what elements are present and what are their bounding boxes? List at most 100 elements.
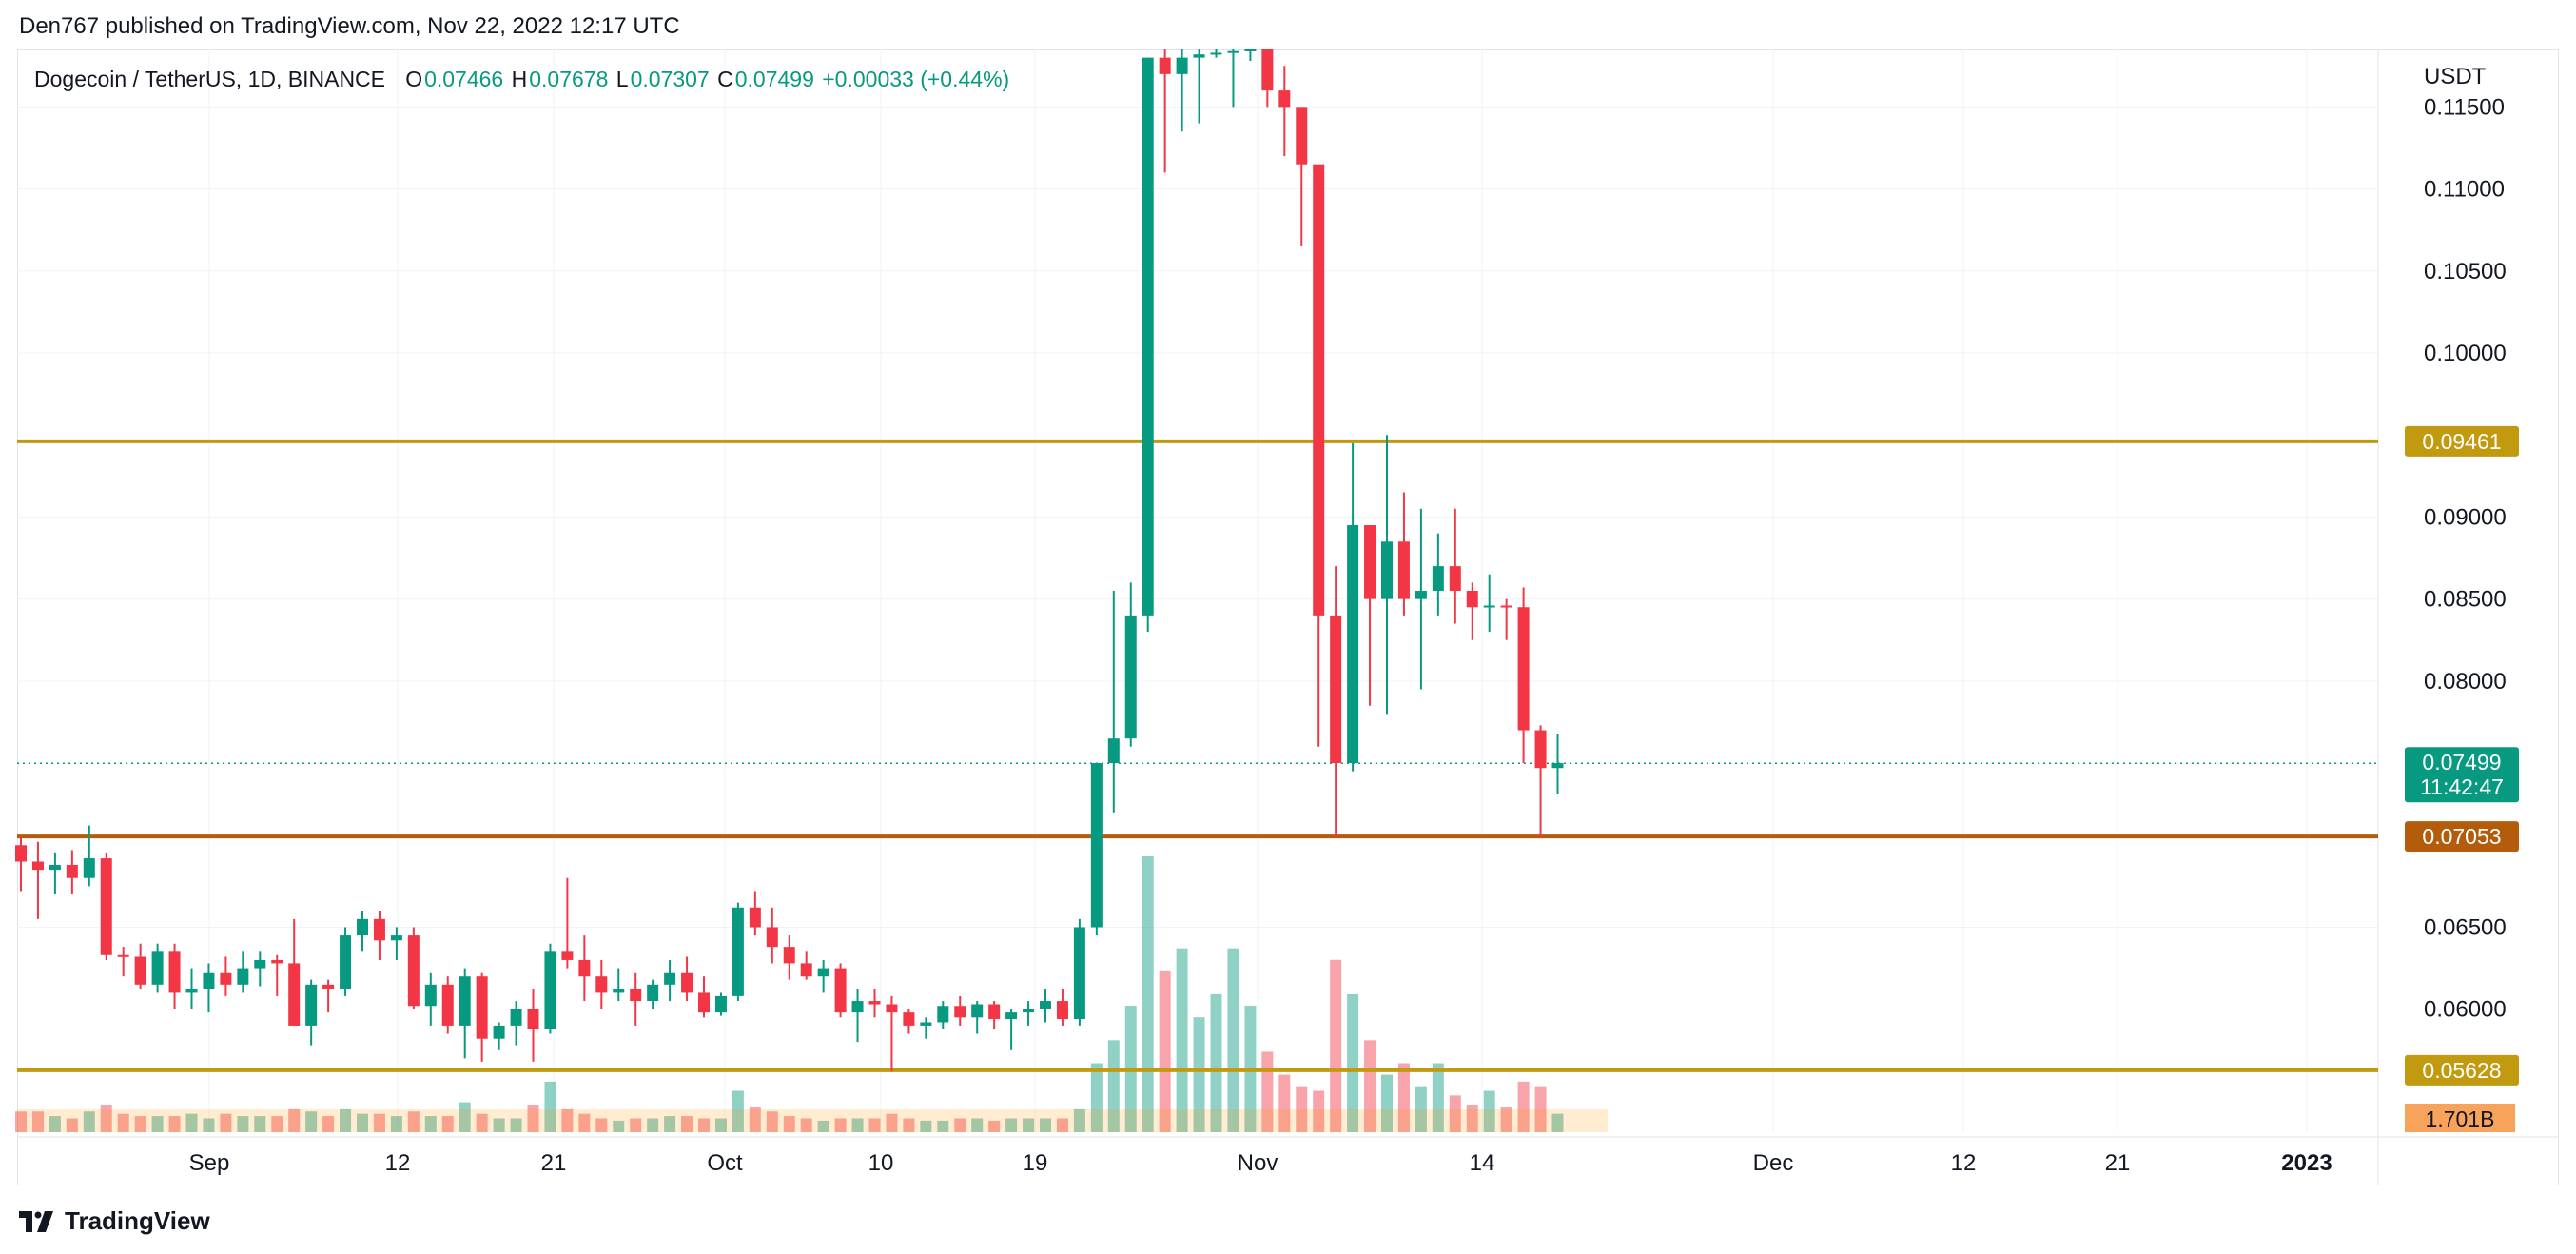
candle-body	[1500, 605, 1512, 608]
volume-bar	[937, 1120, 949, 1132]
volume-bar	[647, 1118, 659, 1132]
candle	[134, 943, 146, 989]
volume-bar	[595, 1118, 608, 1132]
candle	[714, 992, 727, 1016]
candle	[510, 1001, 522, 1046]
candle-body	[117, 954, 129, 957]
last-price-label-box	[2405, 747, 2519, 803]
candle	[1449, 508, 1461, 624]
candle-body	[1296, 107, 1308, 165]
candle	[971, 1001, 984, 1034]
volume-bar	[476, 1113, 488, 1132]
volume-bar	[459, 1102, 471, 1132]
candle	[373, 911, 385, 960]
candle	[66, 850, 78, 894]
candle-body	[390, 935, 402, 941]
candle	[1005, 1009, 1018, 1050]
volume-bar	[493, 1118, 505, 1132]
volume-bar	[920, 1120, 932, 1132]
x-tick-label: 12	[385, 1150, 411, 1176]
candle-body	[783, 947, 795, 964]
candle	[322, 979, 335, 1013]
high-key: H	[511, 67, 528, 91]
volume-label: 1.701B	[2405, 1104, 2515, 1132]
candle-body	[527, 1009, 539, 1029]
volume-bar	[407, 1111, 420, 1132]
candle	[151, 943, 164, 993]
volume-bar	[1023, 1118, 1035, 1132]
volume-bar	[1347, 994, 1359, 1132]
candle-body	[1056, 1001, 1068, 1020]
candle	[390, 927, 402, 960]
candle	[1534, 725, 1547, 837]
time-axis: Sep 12 21 Oct 10 19 Nov 14 Dec 12 21 2023	[189, 1150, 2332, 1176]
candle	[100, 852, 112, 960]
volume-bar	[49, 1116, 61, 1132]
candle-body	[698, 992, 710, 1013]
candle	[561, 877, 574, 969]
y-tick-label: 0.06500	[2424, 914, 2507, 940]
candle	[1261, 49, 1274, 108]
candle-body	[1210, 52, 1222, 55]
candle-body	[168, 951, 181, 993]
candle	[834, 963, 847, 1018]
volume-bar	[630, 1118, 642, 1132]
tradingview-footer[interactable]: TradingView	[19, 1206, 210, 1236]
high-value: 0.07678	[529, 67, 609, 91]
volume-bar	[1040, 1118, 1051, 1132]
volume-bar	[305, 1111, 318, 1132]
candle	[476, 972, 488, 1062]
volume-bar	[886, 1113, 898, 1132]
candle-body	[322, 984, 335, 989]
candle-body	[732, 907, 744, 996]
volume-bar	[357, 1113, 368, 1132]
candle-body	[1551, 763, 1564, 769]
candle	[1193, 49, 1205, 124]
candle	[1227, 49, 1239, 108]
x-tick-label: Sep	[189, 1150, 230, 1176]
candle-body	[424, 984, 437, 1007]
candle-body	[613, 989, 625, 993]
volume-bar	[1397, 1063, 1410, 1132]
candle-body	[1244, 49, 1257, 51]
candle-body	[1193, 54, 1205, 58]
candle-body	[1073, 927, 1085, 1020]
y-tick-label: 0.11000	[2424, 177, 2505, 203]
candle	[1073, 918, 1085, 1026]
candle-body	[407, 935, 420, 1007]
volume-bar	[66, 1118, 78, 1132]
candle-body	[288, 963, 301, 1026]
volume-bar	[185, 1113, 198, 1132]
candle	[1483, 574, 1495, 633]
symbol-legend: Dogecoin / TetherUS, 1D, BINANCE O0.0746…	[34, 67, 1011, 92]
candle	[817, 959, 829, 993]
x-tick-label: Nov	[1238, 1150, 1278, 1176]
candle	[1415, 508, 1427, 690]
candle-body	[988, 1004, 1001, 1020]
candle	[988, 1001, 1001, 1029]
candle-body	[220, 972, 232, 985]
candle-body	[681, 972, 693, 993]
candle-body	[1381, 541, 1393, 599]
x-tick-label: 14	[1470, 1150, 1495, 1176]
candle-body	[305, 984, 318, 1026]
volume-bar	[100, 1105, 112, 1132]
volume-bar	[664, 1116, 676, 1132]
volume-bar	[800, 1118, 812, 1132]
level-label-top-text: 0.09461	[2422, 429, 2501, 454]
candle-body	[954, 1006, 966, 1018]
candle	[1159, 49, 1171, 173]
candle	[1381, 435, 1393, 715]
volume-bar	[510, 1118, 522, 1132]
candle-body	[1124, 615, 1137, 739]
candle-body	[1142, 57, 1154, 616]
y-tick-label: 0.08500	[2424, 587, 2507, 613]
volume-bar	[1107, 1040, 1120, 1132]
change-value: +0.00033 (+0.44%)	[822, 67, 1010, 91]
candle-body	[800, 963, 812, 977]
candle-body	[903, 1012, 915, 1026]
volume-bar	[1432, 1063, 1444, 1132]
candle-body	[459, 976, 471, 1026]
volume-bar	[1500, 1107, 1512, 1132]
